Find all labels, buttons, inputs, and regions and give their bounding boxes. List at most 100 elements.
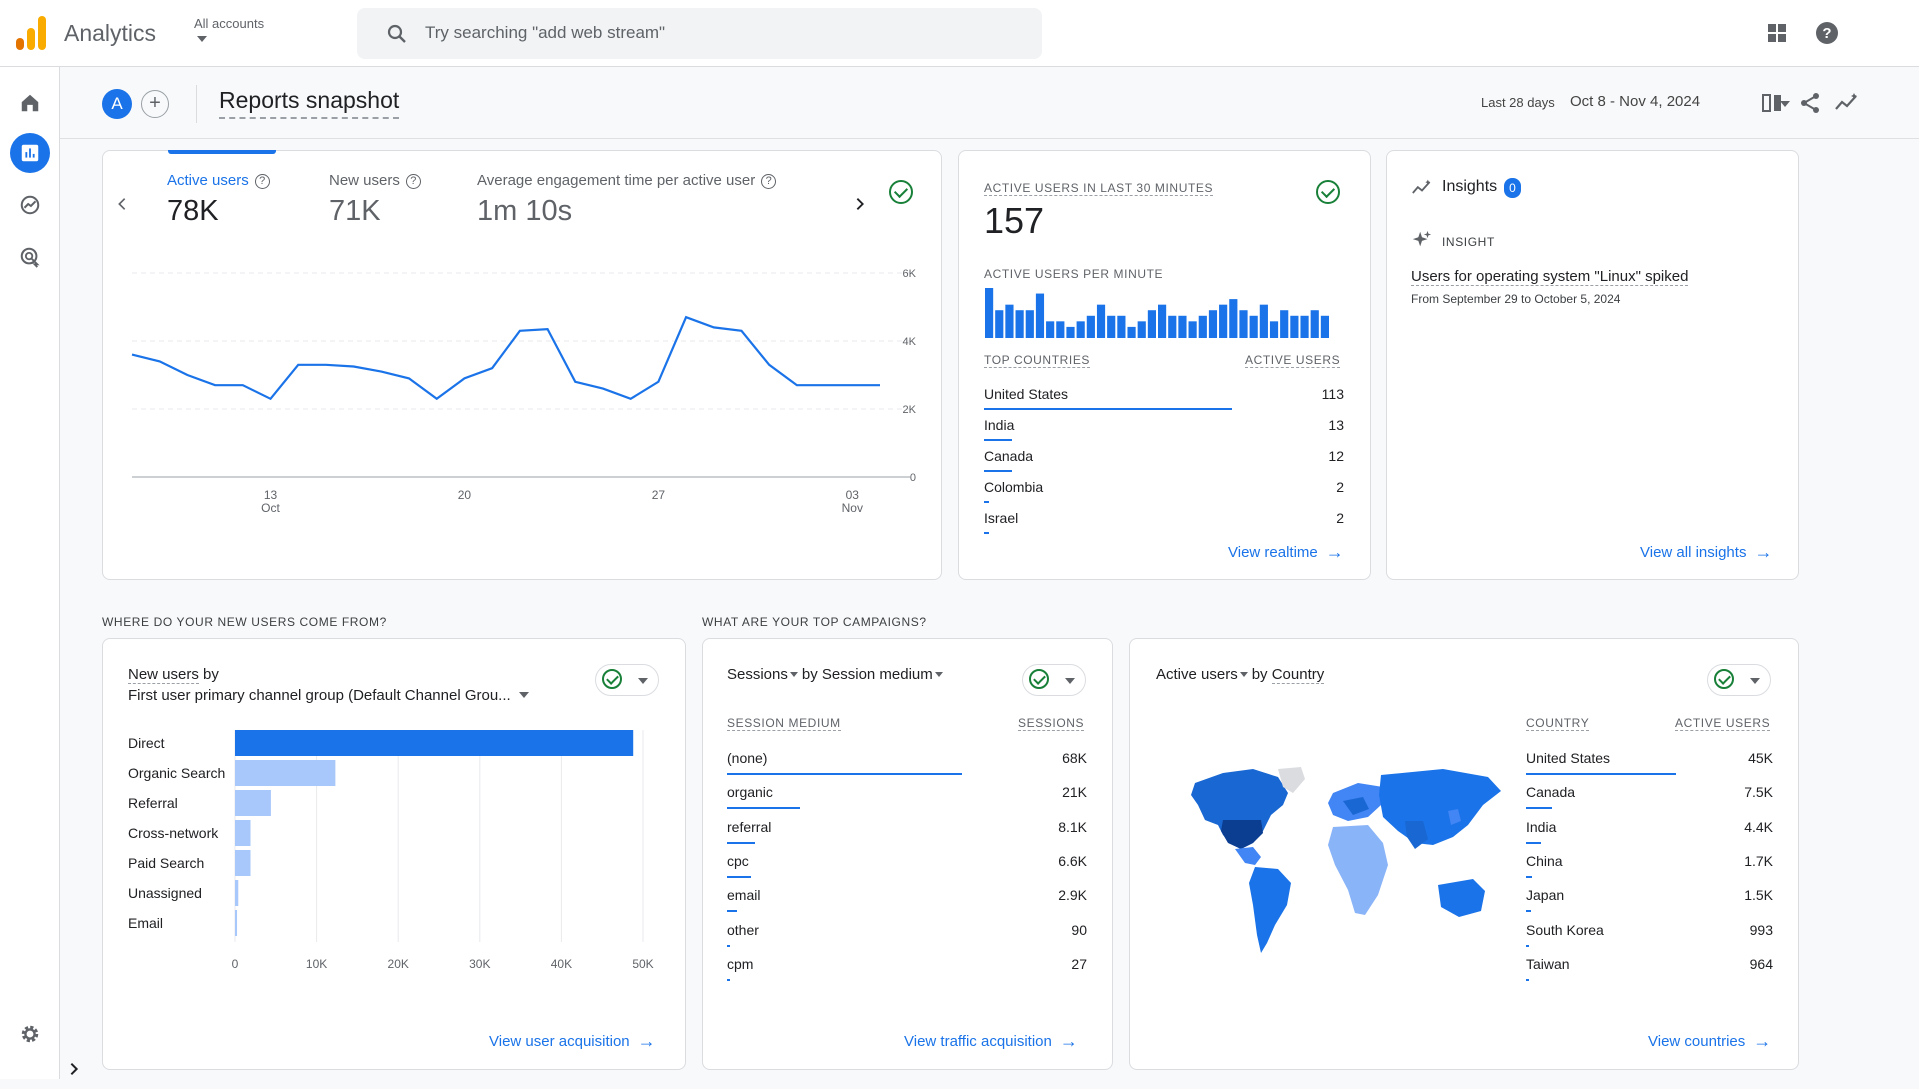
minute-bar[interactable] (1208, 310, 1218, 338)
minute-bar[interactable] (1269, 321, 1279, 338)
card-options-button[interactable] (1022, 664, 1086, 696)
bar[interactable] (235, 760, 336, 786)
view-realtime-link[interactable]: View realtime → (1228, 542, 1344, 563)
minute-bar[interactable] (985, 288, 994, 338)
minute-bar[interactable] (1096, 304, 1106, 338)
minute-bar[interactable] (1015, 310, 1024, 338)
share-icon[interactable] (1798, 91, 1822, 115)
minute-bar[interactable] (1198, 315, 1207, 338)
table-row[interactable]: India 4.4K (1526, 819, 1773, 853)
date-range-caret-icon[interactable] (1780, 101, 1790, 107)
table-row[interactable]: United States 113 (984, 386, 1344, 417)
table-row[interactable]: China 1.7K (1526, 853, 1773, 887)
minute-bar[interactable] (1137, 321, 1146, 338)
minute-bar[interactable] (1178, 315, 1187, 338)
account-selector[interactable]: All accounts (194, 16, 265, 31)
minute-bar[interactable] (1076, 321, 1085, 338)
insights-trend-icon[interactable] (1834, 91, 1860, 115)
minute-bar[interactable] (1117, 315, 1126, 338)
card-options-button[interactable] (1707, 664, 1771, 696)
nav-explore[interactable] (10, 185, 50, 225)
chevron-left-icon[interactable] (114, 196, 130, 212)
minute-bar[interactable] (1147, 310, 1156, 338)
view-traffic-acquisition-link[interactable]: View traffic acquisition → (904, 1031, 1078, 1052)
metric-tab-active-users[interactable]: Active users? (167, 172, 270, 189)
metric-selector[interactable]: Active users (1156, 666, 1238, 683)
bar[interactable] (235, 820, 251, 846)
table-row[interactable]: Canada 12 (984, 448, 1344, 479)
minute-bar[interactable] (1086, 315, 1095, 338)
help-icon[interactable]: ? (761, 174, 777, 189)
minute-bar[interactable] (1035, 293, 1045, 338)
check-circle-icon[interactable] (889, 180, 913, 204)
app-name[interactable]: Analytics (64, 20, 157, 46)
expand-nav-button[interactable] (54, 1049, 94, 1089)
caret-down-icon[interactable] (789, 672, 798, 677)
date-range-label[interactable]: Last 28 days (1481, 95, 1555, 110)
nav-reports[interactable] (10, 133, 50, 173)
table-row[interactable]: other 90 (727, 922, 1087, 956)
minute-bar[interactable] (1005, 304, 1014, 338)
table-row[interactable]: South Korea 993 (1526, 922, 1773, 956)
check-circle-icon[interactable] (1316, 180, 1340, 204)
minute-bar[interactable] (1229, 299, 1238, 338)
apps-grid-icon[interactable] (1765, 21, 1789, 45)
table-row[interactable]: Taiwan 964 (1526, 956, 1773, 990)
table-row[interactable]: cpm 27 (727, 956, 1087, 990)
minute-bar[interactable] (1046, 321, 1055, 338)
table-row[interactable]: Japan 1.5K (1526, 887, 1773, 921)
table-row[interactable]: referral 8.1K (727, 819, 1087, 853)
table-row[interactable]: Colombia 2 (984, 479, 1344, 510)
chevron-right-icon[interactable] (852, 196, 868, 212)
metric-tab-engagement-time[interactable]: Average engagement time per active user? (477, 172, 777, 189)
card-options-button[interactable] (595, 664, 659, 696)
table-row[interactable]: (none) 68K (727, 750, 1087, 784)
view-user-acquisition-link[interactable]: View user acquisition → (489, 1031, 656, 1052)
help-icon[interactable]: ? (254, 174, 270, 189)
minute-bar[interactable] (1025, 310, 1034, 338)
bar[interactable] (235, 880, 239, 906)
bar[interactable] (235, 790, 271, 816)
dimension-selector[interactable]: Country (1271, 666, 1325, 684)
minute-bar[interactable] (1056, 321, 1065, 338)
nav-home[interactable] (10, 83, 50, 123)
caret-down-icon[interactable] (1239, 672, 1248, 677)
minute-bar[interactable] (1320, 315, 1329, 338)
table-row[interactable]: India 13 (984, 417, 1344, 448)
minute-bar[interactable] (1188, 321, 1197, 338)
add-comparison-button[interactable]: + (141, 90, 169, 118)
bar[interactable] (235, 910, 238, 936)
minute-bar[interactable] (1239, 310, 1248, 338)
account-caret-icon[interactable] (197, 36, 207, 42)
nav-admin[interactable] (10, 1014, 50, 1054)
compare-icon[interactable] (1760, 91, 1784, 115)
table-row[interactable]: United States 45K (1526, 750, 1773, 784)
minute-bar[interactable] (1280, 310, 1289, 338)
metric-selector[interactable]: New users (128, 666, 199, 684)
help-icon[interactable]: ? (1815, 21, 1839, 45)
nav-advertising[interactable] (10, 237, 50, 277)
table-row[interactable]: email 2.9K (727, 887, 1087, 921)
minute-bar[interactable] (1249, 315, 1258, 338)
minute-bar[interactable] (1219, 304, 1228, 338)
table-row[interactable]: cpc 6.6K (727, 853, 1087, 887)
minute-bar[interactable] (1290, 315, 1299, 338)
minute-bar[interactable] (1310, 310, 1319, 338)
minute-bar[interactable] (1300, 315, 1309, 338)
minute-bar[interactable] (1259, 304, 1268, 338)
analytics-logo-icon[interactable] (16, 16, 46, 50)
insight-headline[interactable]: Users for operating system "Linux" spike… (1411, 268, 1689, 286)
search-placeholder[interactable]: Try searching "add web stream" (425, 23, 666, 42)
view-countries-link[interactable]: View countries → (1648, 1031, 1771, 1052)
dimension-selector[interactable]: Session medium (821, 666, 933, 683)
table-row[interactable]: Canada 7.5K (1526, 784, 1773, 818)
minute-bar[interactable] (1127, 326, 1136, 338)
caret-down-icon[interactable] (934, 672, 943, 677)
metric-tab-new-users[interactable]: New users? (329, 172, 421, 189)
dimension-selector[interactable]: First user primary channel group (Defaul… (128, 687, 529, 704)
bar[interactable] (235, 730, 634, 756)
minute-bar[interactable] (1066, 326, 1075, 338)
minute-bar[interactable] (1158, 304, 1167, 338)
minute-bar[interactable] (995, 310, 1004, 338)
table-row[interactable]: organic 21K (727, 784, 1087, 818)
